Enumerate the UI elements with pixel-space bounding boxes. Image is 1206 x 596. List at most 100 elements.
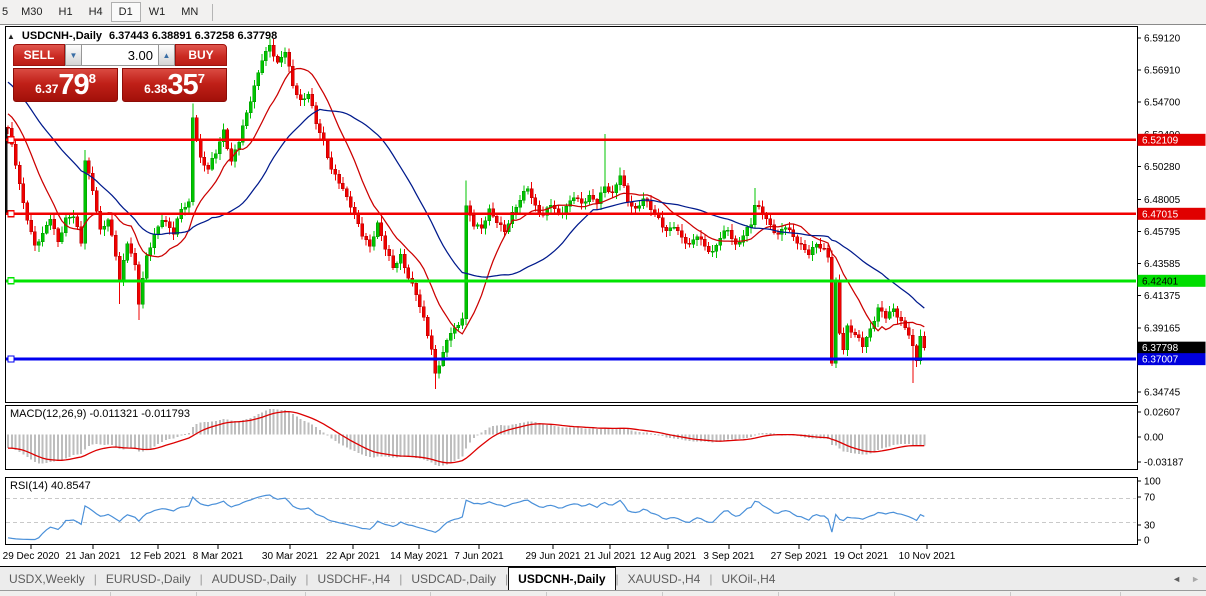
rsi-pane[interactable] — [5, 477, 1138, 545]
timeframe-button-d1[interactable]: D1 — [110, 2, 141, 22]
collapse-triangle-icon[interactable]: ▲ — [7, 31, 15, 41]
tab-separator: | — [399, 571, 403, 586]
price-tick-label: 6.43585 — [1144, 259, 1181, 270]
price-tick-label: 6.34745 — [1144, 388, 1181, 399]
macd-axis-label: 0.00 — [1144, 433, 1164, 444]
tab-separator: | — [93, 571, 97, 586]
rsi-axis-label: 70 — [1144, 493, 1156, 504]
level-price-label: 6.47015 — [1142, 209, 1179, 220]
status-cell-divider — [778, 592, 779, 596]
buy-button[interactable]: BUY — [175, 44, 227, 66]
tab-eurusd-daily[interactable]: EURUSD-,Daily — [105, 571, 191, 586]
date-tick-label: 3 Sep 2021 — [703, 551, 755, 562]
date-axis[interactable]: 29 Dec 2020 21 Jan 2021 12 Feb 2021 8 Mar 2… — [3, 545, 956, 562]
price-tick-label: 6.41375 — [1144, 291, 1181, 302]
date-tick-label: 12 Feb 2021 — [130, 551, 187, 562]
volume-decrease-icon[interactable]: ▼ — [65, 44, 82, 66]
timeframe-button-mn[interactable]: MN — [181, 6, 199, 18]
rsi-series — [6, 494, 1136, 541]
rsi-line — [7, 494, 925, 541]
tab-xauusd-h4[interactable]: XAUUSD-,H4 — [627, 571, 701, 586]
timeframe-button-h4[interactable]: H4 — [88, 6, 103, 18]
buy-price-tile[interactable]: 6.38 35 7 — [122, 68, 227, 102]
chart-symbol-period: USDCNH-,Daily — [21, 30, 102, 42]
tab-usdchf-h4[interactable]: USDCHF-,H4 — [317, 571, 391, 586]
price-tick-label: 6.54700 — [1144, 98, 1181, 109]
symbol-tab-bar: USDX,Weekly | EURUSD-,Daily | AUDUSD-,Daily |… — [0, 566, 1206, 590]
date-tick-label: 30 Mar 2021 — [262, 551, 319, 562]
status-cell-divider — [1120, 592, 1121, 596]
tab-separator: | — [615, 571, 619, 586]
tab-separator: | — [505, 571, 509, 586]
tab-ukoil-h4[interactable]: UKOil-,H4 — [721, 571, 776, 586]
timeframe-button-m30[interactable]: M30 — [21, 6, 43, 18]
volume-input[interactable] — [82, 44, 158, 66]
macd-pane[interactable] — [5, 405, 1138, 470]
status-cell-divider — [430, 592, 431, 596]
timeframe-toolbar: 5 M30 H1 H4 D1 W1 MN — [0, 0, 1206, 25]
tab-usdcnh-daily[interactable]: USDCNH-,Daily — [508, 567, 616, 590]
price-tick-label: 6.56910 — [1144, 66, 1181, 77]
volume-increase-icon[interactable]: ▲ — [158, 44, 175, 66]
tab-separator: | — [199, 571, 203, 586]
status-cell-divider — [1010, 592, 1011, 596]
price-tick-label: 6.50280 — [1144, 162, 1181, 173]
chart-canvas[interactable]: 6.591206.569106.547006.524906.502806.480… — [0, 25, 1206, 566]
sell-price-tile[interactable]: 6.37 79 8 — [13, 68, 118, 102]
date-tick-label: 8 Mar 2021 — [193, 551, 244, 562]
tab-separator: | — [305, 571, 309, 586]
status-cell-divider — [305, 592, 306, 596]
tab-scroll-right-icon[interactable]: ► — [1191, 574, 1200, 584]
toolbar-separator — [212, 3, 214, 21]
date-tick-label: 27 Sep 2021 — [771, 551, 828, 562]
ma-13-line — [7, 67, 925, 335]
tab-scroll-left-icon[interactable]: ◄ — [1172, 574, 1182, 584]
timeframe-button-m15[interactable]: 5 — [2, 6, 9, 18]
sell-price-pip: 8 — [88, 71, 96, 86]
date-tick-label: 19 Oct 2021 — [834, 551, 889, 562]
date-tick-label: 29 Dec 2020 — [3, 551, 60, 562]
level-price-label: 6.37007 — [1142, 355, 1179, 366]
macd-signal-line — [7, 410, 925, 464]
rsi-axis-label: 30 — [1144, 521, 1156, 532]
buy-price-prefix: 6.38 — [144, 82, 168, 96]
rsi-axis-label: 100 — [1144, 477, 1161, 488]
current-price-label: 6.37798 — [1142, 343, 1179, 354]
one-click-trade-panel: SELL ▼ ▲ BUY 6.37 79 8 6.38 35 7 — [13, 44, 227, 102]
macd-axis-label: -0.03187 — [1144, 458, 1184, 469]
rsi-axis-label: 0 — [1144, 536, 1150, 547]
status-cell-divider — [110, 592, 111, 596]
tab-separator: | — [709, 571, 713, 586]
floating-price-labels: 6.37798 6.52109 6.47015 6.42401 6.37007 — [1137, 133, 1206, 366]
price-tick-label: 6.59120 — [1144, 34, 1181, 45]
tab-usdx-weekly[interactable]: USDX,Weekly — [9, 571, 85, 586]
tab-audusd-daily[interactable]: AUDUSD-,Daily — [211, 571, 297, 586]
date-tick-label: 21 Jul 2021 — [584, 551, 636, 562]
price-axis[interactable]: 6.591206.569106.547006.524906.502806.480… — [1137, 34, 1184, 547]
date-tick-label: 10 Nov 2021 — [899, 551, 956, 562]
status-cell-divider — [196, 592, 197, 596]
sell-price-main: 79 — [58, 69, 89, 101]
status-cell-divider — [662, 592, 663, 596]
buy-price-main: 35 — [167, 69, 198, 101]
level-price-label: 6.52109 — [1142, 135, 1179, 146]
volume-spinner: ▼ ▲ — [65, 44, 175, 66]
horizontal-level-lines — [6, 136, 1136, 363]
ma-34-line — [7, 81, 925, 309]
macd-axis-label: 0.02607 — [1144, 408, 1181, 419]
timeframe-button-h1[interactable]: H1 — [58, 6, 73, 18]
date-tick-label: 29 Jun 2021 — [525, 551, 580, 562]
date-tick-label: 12 Aug 2021 — [640, 551, 697, 562]
chart-ohlc-values: 6.37443 6.38891 6.37258 6.37798 — [109, 30, 278, 42]
sell-price-prefix: 6.37 — [35, 82, 59, 96]
macd-indicator-label: MACD(12,26,9) -0.011321 -0.011793 — [10, 408, 190, 420]
price-tick-label: 6.39165 — [1144, 323, 1181, 334]
chart-window: 6.591206.569106.547006.524906.502806.480… — [0, 25, 1206, 566]
tab-usdcad-daily[interactable]: USDCAD-,Daily — [411, 571, 497, 586]
timeframe-button-w1[interactable]: W1 — [148, 6, 166, 18]
date-tick-label: 7 Jun 2021 — [454, 551, 504, 562]
buy-price-pip: 7 — [197, 71, 205, 86]
sell-button[interactable]: SELL — [13, 44, 65, 66]
price-tick-label: 6.45795 — [1144, 227, 1181, 238]
